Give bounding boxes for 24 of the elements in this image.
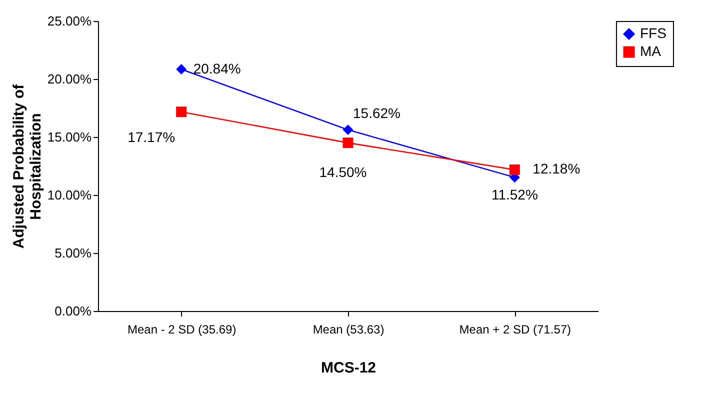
point — [342, 124, 354, 136]
y-axis-title: Adjusted Probability of Hospitalization — [10, 83, 44, 249]
point — [176, 64, 187, 74]
y-tick-label: 25.00% — [47, 14, 92, 28]
legend-label: FFS — [640, 25, 666, 41]
data-label: 11.52% — [491, 186, 538, 202]
y-tick-label: 0.00% — [54, 304, 92, 318]
y-tick-label: 15.00% — [47, 130, 92, 144]
y-tick-label: 5.00% — [54, 246, 92, 260]
point — [509, 164, 520, 175]
data-label: 12.18% — [532, 160, 580, 177]
x-axis-title: MCS-12 — [320, 360, 376, 376]
data-label: 15.62% — [353, 104, 400, 121]
legend-label: MA — [640, 43, 662, 59]
data-label: 20.84% — [193, 60, 241, 76]
x-tick-label: Mean (53.63) — [312, 322, 384, 336]
x-tick-label: Mean + 2 SD (71.57) — [459, 322, 572, 336]
point — [176, 106, 187, 118]
data-label: 17.17% — [128, 128, 176, 145]
point — [342, 138, 354, 148]
y-tick-label: 20.00% — [47, 72, 92, 86]
data-label: 14.50% — [319, 164, 367, 180]
y-tick-label: 10.00% — [47, 188, 92, 202]
x-tick-label: Mean - 2 SD (35.69) — [127, 322, 236, 336]
